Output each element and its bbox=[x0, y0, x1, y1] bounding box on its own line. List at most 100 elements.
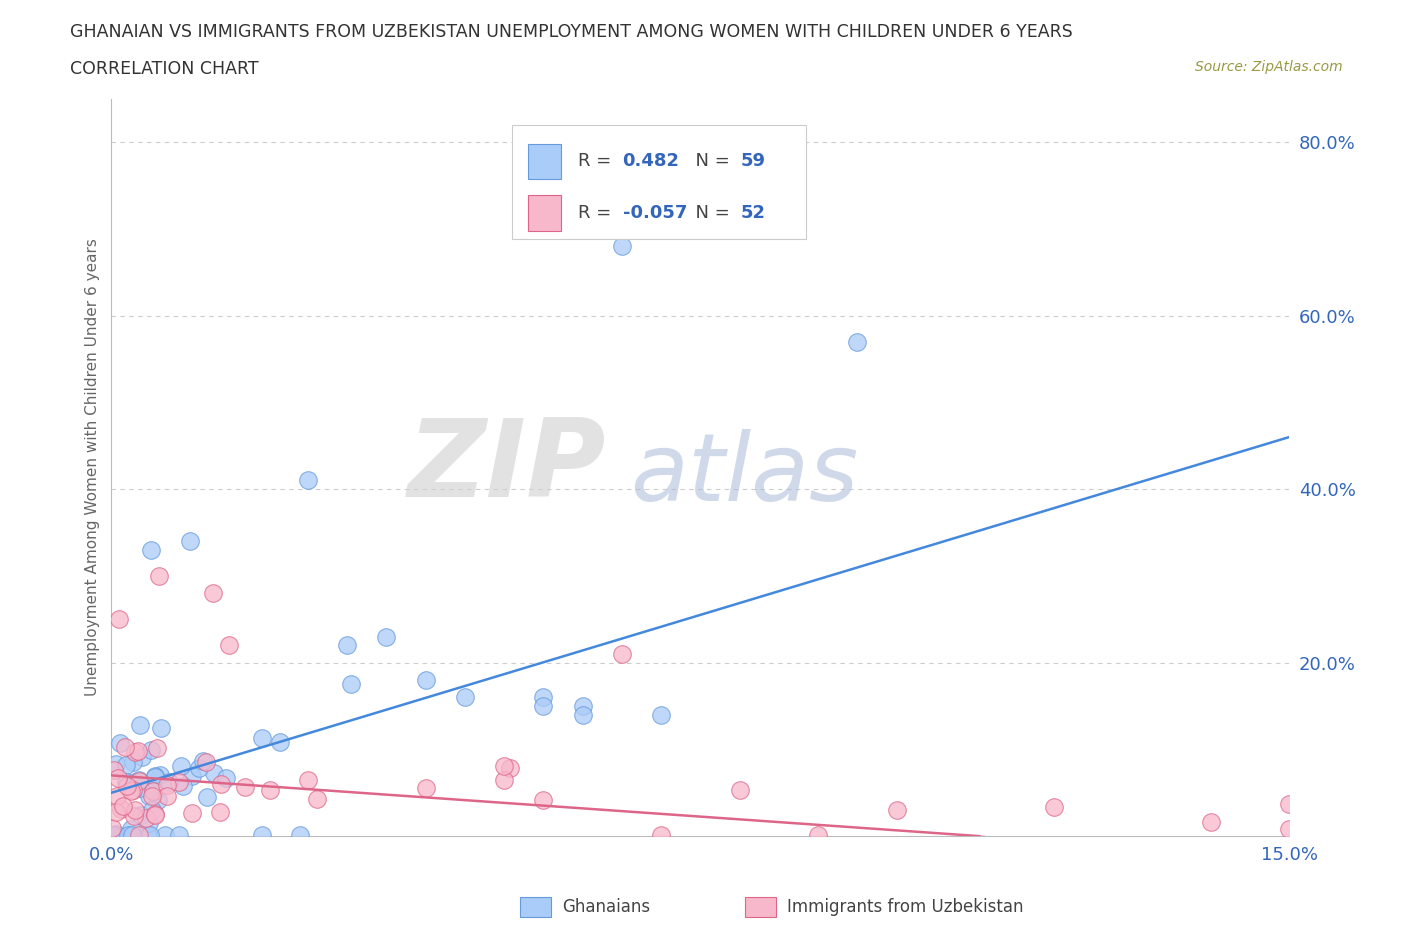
FancyBboxPatch shape bbox=[529, 143, 561, 179]
Point bbox=[108, 612, 131, 627]
Point bbox=[610, 646, 633, 661]
Point bbox=[610, 239, 633, 254]
Point bbox=[114, 775, 136, 790]
Point bbox=[886, 803, 908, 817]
Point bbox=[259, 782, 281, 797]
Point bbox=[114, 739, 136, 754]
Point bbox=[122, 808, 145, 823]
Point bbox=[336, 638, 359, 653]
Point bbox=[499, 760, 522, 775]
Point bbox=[288, 828, 311, 843]
Point bbox=[146, 740, 169, 755]
Point bbox=[128, 828, 150, 843]
Point bbox=[531, 792, 554, 807]
Text: N =: N = bbox=[683, 204, 735, 222]
Text: CORRELATION CHART: CORRELATION CHART bbox=[70, 60, 259, 78]
Point bbox=[202, 586, 225, 601]
Point bbox=[650, 828, 672, 843]
Point bbox=[131, 750, 153, 764]
Point bbox=[110, 802, 132, 817]
Text: N =: N = bbox=[683, 153, 735, 170]
Point bbox=[170, 758, 193, 773]
Text: Ghanaians: Ghanaians bbox=[562, 897, 651, 916]
Point bbox=[105, 789, 128, 804]
Point bbox=[127, 743, 149, 758]
Point bbox=[1278, 821, 1301, 836]
Point bbox=[571, 707, 593, 722]
Text: 52: 52 bbox=[741, 204, 765, 222]
Text: -0.057: -0.057 bbox=[623, 204, 688, 222]
Point bbox=[128, 772, 150, 787]
Point bbox=[107, 771, 129, 786]
Point bbox=[492, 758, 515, 773]
Point bbox=[110, 736, 132, 751]
Point bbox=[209, 777, 232, 791]
Point bbox=[136, 828, 159, 843]
Point bbox=[124, 774, 146, 789]
Point bbox=[235, 779, 257, 794]
Point bbox=[269, 734, 291, 749]
Point bbox=[105, 757, 128, 772]
Point bbox=[375, 630, 398, 644]
Point bbox=[146, 792, 169, 807]
Point bbox=[139, 542, 162, 557]
Point bbox=[728, 783, 751, 798]
Point bbox=[142, 784, 165, 799]
Point bbox=[111, 798, 134, 813]
Text: 0.482: 0.482 bbox=[623, 153, 679, 170]
Point bbox=[145, 806, 167, 821]
Point bbox=[150, 721, 173, 736]
Point bbox=[101, 828, 124, 843]
Text: atlas: atlas bbox=[630, 430, 858, 520]
Point bbox=[650, 707, 672, 722]
Point bbox=[129, 781, 152, 796]
Point bbox=[415, 781, 437, 796]
Text: R =: R = bbox=[578, 153, 617, 170]
Point bbox=[218, 638, 240, 653]
Point bbox=[120, 822, 142, 837]
Point bbox=[129, 717, 152, 732]
Point bbox=[122, 783, 145, 798]
Point bbox=[103, 763, 125, 777]
Text: GHANAIAN VS IMMIGRANTS FROM UZBEKISTAN UNEMPLOYMENT AMONG WOMEN WITH CHILDREN UN: GHANAIAN VS IMMIGRANTS FROM UZBEKISTAN U… bbox=[70, 23, 1073, 41]
Point bbox=[141, 803, 163, 817]
Point bbox=[167, 775, 190, 790]
Point bbox=[115, 778, 138, 793]
Text: R =: R = bbox=[578, 204, 617, 222]
Point bbox=[1042, 799, 1064, 814]
Point bbox=[297, 772, 319, 787]
Point bbox=[153, 828, 176, 843]
Point bbox=[531, 698, 554, 713]
Point bbox=[117, 828, 139, 843]
Point bbox=[181, 769, 204, 784]
Point bbox=[115, 758, 138, 773]
Point bbox=[139, 742, 162, 757]
Point bbox=[297, 473, 319, 488]
Point bbox=[129, 807, 152, 822]
Text: Immigrants from Uzbekistan: Immigrants from Uzbekistan bbox=[787, 897, 1024, 916]
Point bbox=[143, 807, 166, 822]
Point bbox=[142, 783, 165, 798]
Point bbox=[141, 789, 163, 804]
Point bbox=[340, 676, 363, 691]
Point bbox=[167, 828, 190, 843]
Point bbox=[143, 769, 166, 784]
Point bbox=[179, 534, 201, 549]
Point bbox=[208, 804, 231, 819]
Point bbox=[492, 772, 515, 787]
Point bbox=[156, 777, 179, 792]
FancyBboxPatch shape bbox=[512, 125, 806, 239]
Point bbox=[531, 690, 554, 705]
Point bbox=[193, 753, 215, 768]
Point bbox=[195, 755, 218, 770]
Point bbox=[157, 775, 180, 790]
Point bbox=[415, 672, 437, 687]
Y-axis label: Unemployment Among Women with Children Under 6 years: Unemployment Among Women with Children U… bbox=[86, 238, 100, 697]
Point bbox=[454, 690, 477, 705]
Text: Source: ZipAtlas.com: Source: ZipAtlas.com bbox=[1195, 60, 1343, 74]
Point bbox=[305, 791, 328, 806]
Point bbox=[124, 744, 146, 759]
Point bbox=[807, 828, 830, 843]
Point bbox=[139, 828, 162, 843]
Point bbox=[104, 827, 127, 842]
